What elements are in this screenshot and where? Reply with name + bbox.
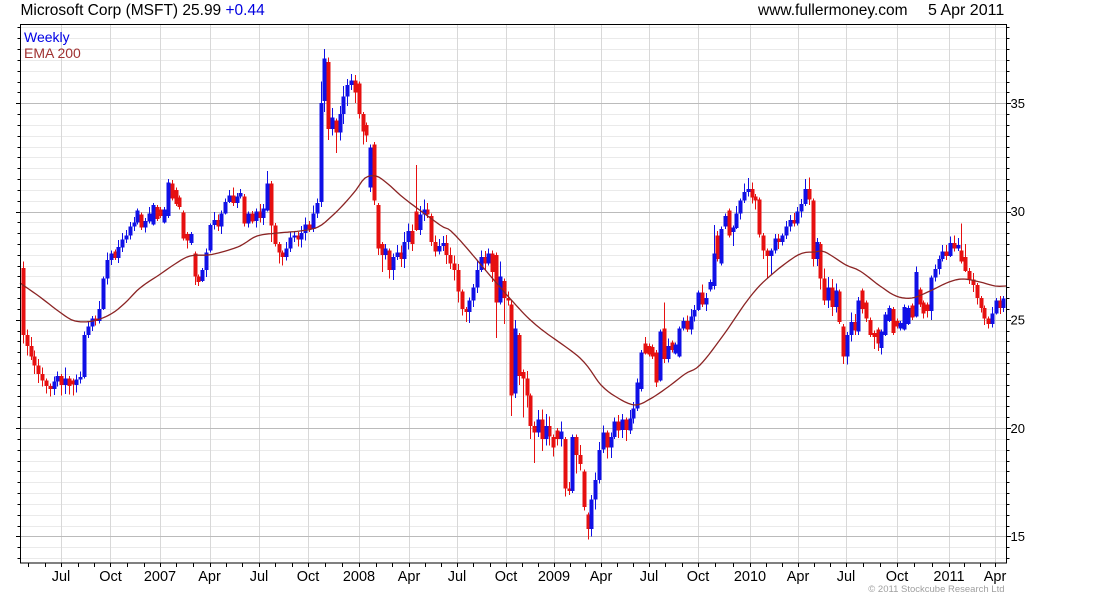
svg-text:Jul: Jul (250, 569, 269, 585)
svg-text:2009: 2009 (538, 569, 570, 585)
svg-text:Apr: Apr (787, 569, 810, 585)
svg-text:EMA 200: EMA 200 (24, 45, 81, 61)
svg-text:5 Apr 2011: 5 Apr 2011 (928, 2, 1004, 19)
svg-text:2007: 2007 (144, 569, 176, 585)
svg-text:2011: 2011 (933, 569, 964, 585)
svg-text:30: 30 (1011, 204, 1025, 219)
svg-text:20: 20 (1011, 421, 1025, 436)
svg-text:15: 15 (1011, 529, 1025, 544)
svg-text:Weekly: Weekly (24, 29, 70, 45)
svg-text:Apr: Apr (984, 569, 1007, 585)
svg-text:Oct: Oct (495, 569, 518, 585)
svg-text:Microsoft Corp (MSFT) 25.99 +0: Microsoft Corp (MSFT) 25.99 +0.44 (21, 2, 266, 19)
svg-text:www.fullermoney.com: www.fullermoney.com (757, 2, 908, 19)
svg-text:Jul: Jul (837, 569, 856, 585)
svg-text:2008: 2008 (343, 569, 375, 585)
svg-text:Apr: Apr (398, 569, 421, 585)
svg-text:Oct: Oct (886, 569, 909, 585)
svg-text:Jul: Jul (52, 569, 71, 585)
svg-text:Jul: Jul (640, 569, 659, 585)
svg-text:Apr: Apr (198, 569, 221, 585)
svg-text:25: 25 (1011, 313, 1025, 328)
svg-text:Oct: Oct (99, 569, 122, 585)
svg-text:Jul: Jul (448, 569, 467, 585)
svg-text:© 2011 Stockcube Research Ltd: © 2011 Stockcube Research Ltd (868, 584, 1004, 595)
svg-text:Apr: Apr (590, 569, 613, 585)
svg-text:Oct: Oct (687, 569, 710, 585)
svg-text:35: 35 (1011, 96, 1025, 111)
svg-text:Oct: Oct (297, 569, 320, 585)
svg-text:2010: 2010 (734, 569, 766, 585)
